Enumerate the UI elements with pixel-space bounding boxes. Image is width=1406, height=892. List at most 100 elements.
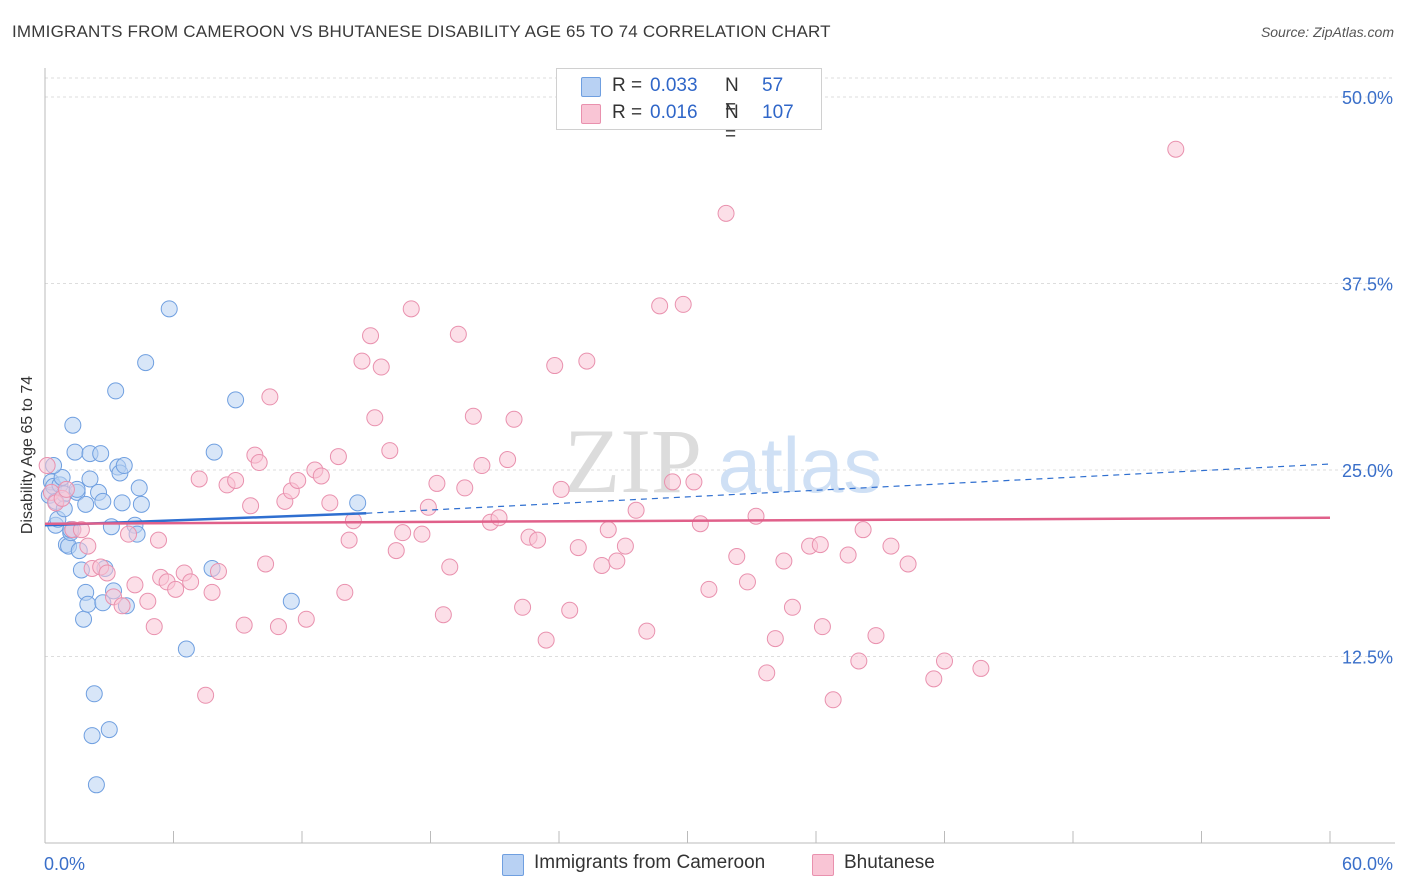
legend-r-value: 0.016 <box>650 102 698 123</box>
bhutanese-point <box>783 598 801 616</box>
legend-r-value: 0.033 <box>650 75 698 96</box>
bhutanese-point <box>441 558 459 576</box>
legend-n-label: N = <box>725 102 739 145</box>
bhutanese-point <box>514 598 532 616</box>
bhutanese-point <box>854 521 872 539</box>
bhutanese-point <box>329 448 347 466</box>
cameroon-point <box>64 416 82 434</box>
cameroon-point <box>79 595 97 613</box>
grid-lines <box>45 77 1395 657</box>
bhutanese-point <box>235 616 253 634</box>
series-bhutanese-points <box>38 140 1185 709</box>
bhutanese-point <box>811 536 829 554</box>
bhutanese-point <box>434 606 452 624</box>
cameroon-point <box>113 494 131 512</box>
bhutanese-point <box>717 204 735 222</box>
bhutanese-point <box>839 546 857 564</box>
bhutanese-point <box>145 618 163 636</box>
bottom-legend-label-bhutanese: Bhutanese <box>844 852 935 873</box>
bhutanese-point <box>738 573 756 591</box>
watermark: ZIP atlas <box>564 410 882 512</box>
bhutanese-point <box>209 562 227 580</box>
bhutanese-point <box>664 473 682 491</box>
bhutanese-point <box>113 597 131 615</box>
bhutanese-point <box>297 610 315 628</box>
y-tick-label: 12.5% <box>1342 648 1393 668</box>
bhutanese-point <box>289 471 307 489</box>
bhutanese-point <box>419 498 437 516</box>
bhutanese-point <box>269 618 287 636</box>
bhutanese-point <box>608 552 626 570</box>
bhutanese-point <box>627 501 645 519</box>
cameroon-point <box>160 300 178 318</box>
bhutanese-point <box>227 471 245 489</box>
cameroon-point <box>115 457 133 475</box>
bhutanese-point <box>372 358 390 376</box>
bhutanese-point <box>766 630 784 648</box>
legend-n-label: N = <box>725 75 739 118</box>
bhutanese-point <box>120 525 138 543</box>
bhutanese-point <box>728 548 746 566</box>
cameroon-point <box>100 721 118 739</box>
tick-labels: 12.5% 25.0% 37.5% 50.0% 0.0% 60.0% <box>44 88 1393 874</box>
cameroon-point <box>205 443 223 461</box>
cameroon-point <box>137 354 155 372</box>
bhutanese-point <box>1167 140 1185 158</box>
cameroon-point <box>177 640 195 658</box>
cameroon-point <box>87 776 105 794</box>
bhutanese-point <box>925 670 943 688</box>
watermark-zip: ZIP <box>564 410 702 512</box>
bottom-legend-swatch-cameroon <box>502 854 524 876</box>
bhutanese-point <box>936 652 953 670</box>
bhutanese-point <box>674 295 692 313</box>
bhutanese-point <box>578 352 596 370</box>
legend-r-label: R = <box>612 102 643 123</box>
bhutanese-point <box>321 494 339 512</box>
bhutanese-point <box>38 457 56 475</box>
bhutanese-point <box>126 576 144 594</box>
bhutanese-point <box>413 525 431 543</box>
cameroon-point <box>94 492 112 510</box>
bhutanese-point <box>394 524 412 542</box>
legend-r-label: R = <box>612 75 643 96</box>
bhutanese-point <box>775 552 793 570</box>
bhutanese-point <box>850 652 868 670</box>
cameroon-point <box>132 495 150 513</box>
bhutanese-point <box>381 442 399 460</box>
bhutanese-point <box>336 583 354 601</box>
bhutanese-point <box>257 555 275 573</box>
chart-title: IMMIGRANTS FROM CAMEROON VS BHUTANESE DI… <box>12 22 831 41</box>
bhutanese-point <box>700 580 718 598</box>
bhutanese-point <box>464 407 482 425</box>
bhutanese-point <box>197 686 215 704</box>
bhutanese-point <box>387 542 405 560</box>
legend-n-value: 107 <box>762 102 794 123</box>
bhutanese-point <box>250 454 268 472</box>
legend-swatch-bhutanese <box>581 104 601 124</box>
bhutanese-point <box>651 297 669 315</box>
bhutanese-point <box>691 515 709 533</box>
bhutanese-point <box>561 601 579 619</box>
bhutanese-point <box>882 537 900 555</box>
source-label: Source: ZipAtlas.com <box>1260 24 1394 40</box>
bhutanese-point <box>505 410 523 428</box>
bhutanese-point <box>98 564 116 582</box>
bhutanese-point <box>546 357 564 375</box>
cameroon-point <box>77 495 95 513</box>
bhutanese-point <box>824 691 842 709</box>
trend-lines <box>44 463 1331 527</box>
bhutanese-point <box>150 531 168 549</box>
bhutanese-point <box>569 539 587 557</box>
bhutanese-point <box>242 497 260 515</box>
bhutanese-point <box>685 473 703 491</box>
bhutanese-point <box>79 537 97 555</box>
bhutanese-point <box>758 664 776 682</box>
cameroon-point <box>85 685 103 703</box>
bhutanese-point <box>456 479 474 497</box>
cameroon-point <box>102 518 120 536</box>
cameroon-point <box>83 727 101 745</box>
bhutanese-point <box>616 537 634 555</box>
bhutanese-point <box>473 457 491 475</box>
bhutanese-point <box>167 580 185 598</box>
